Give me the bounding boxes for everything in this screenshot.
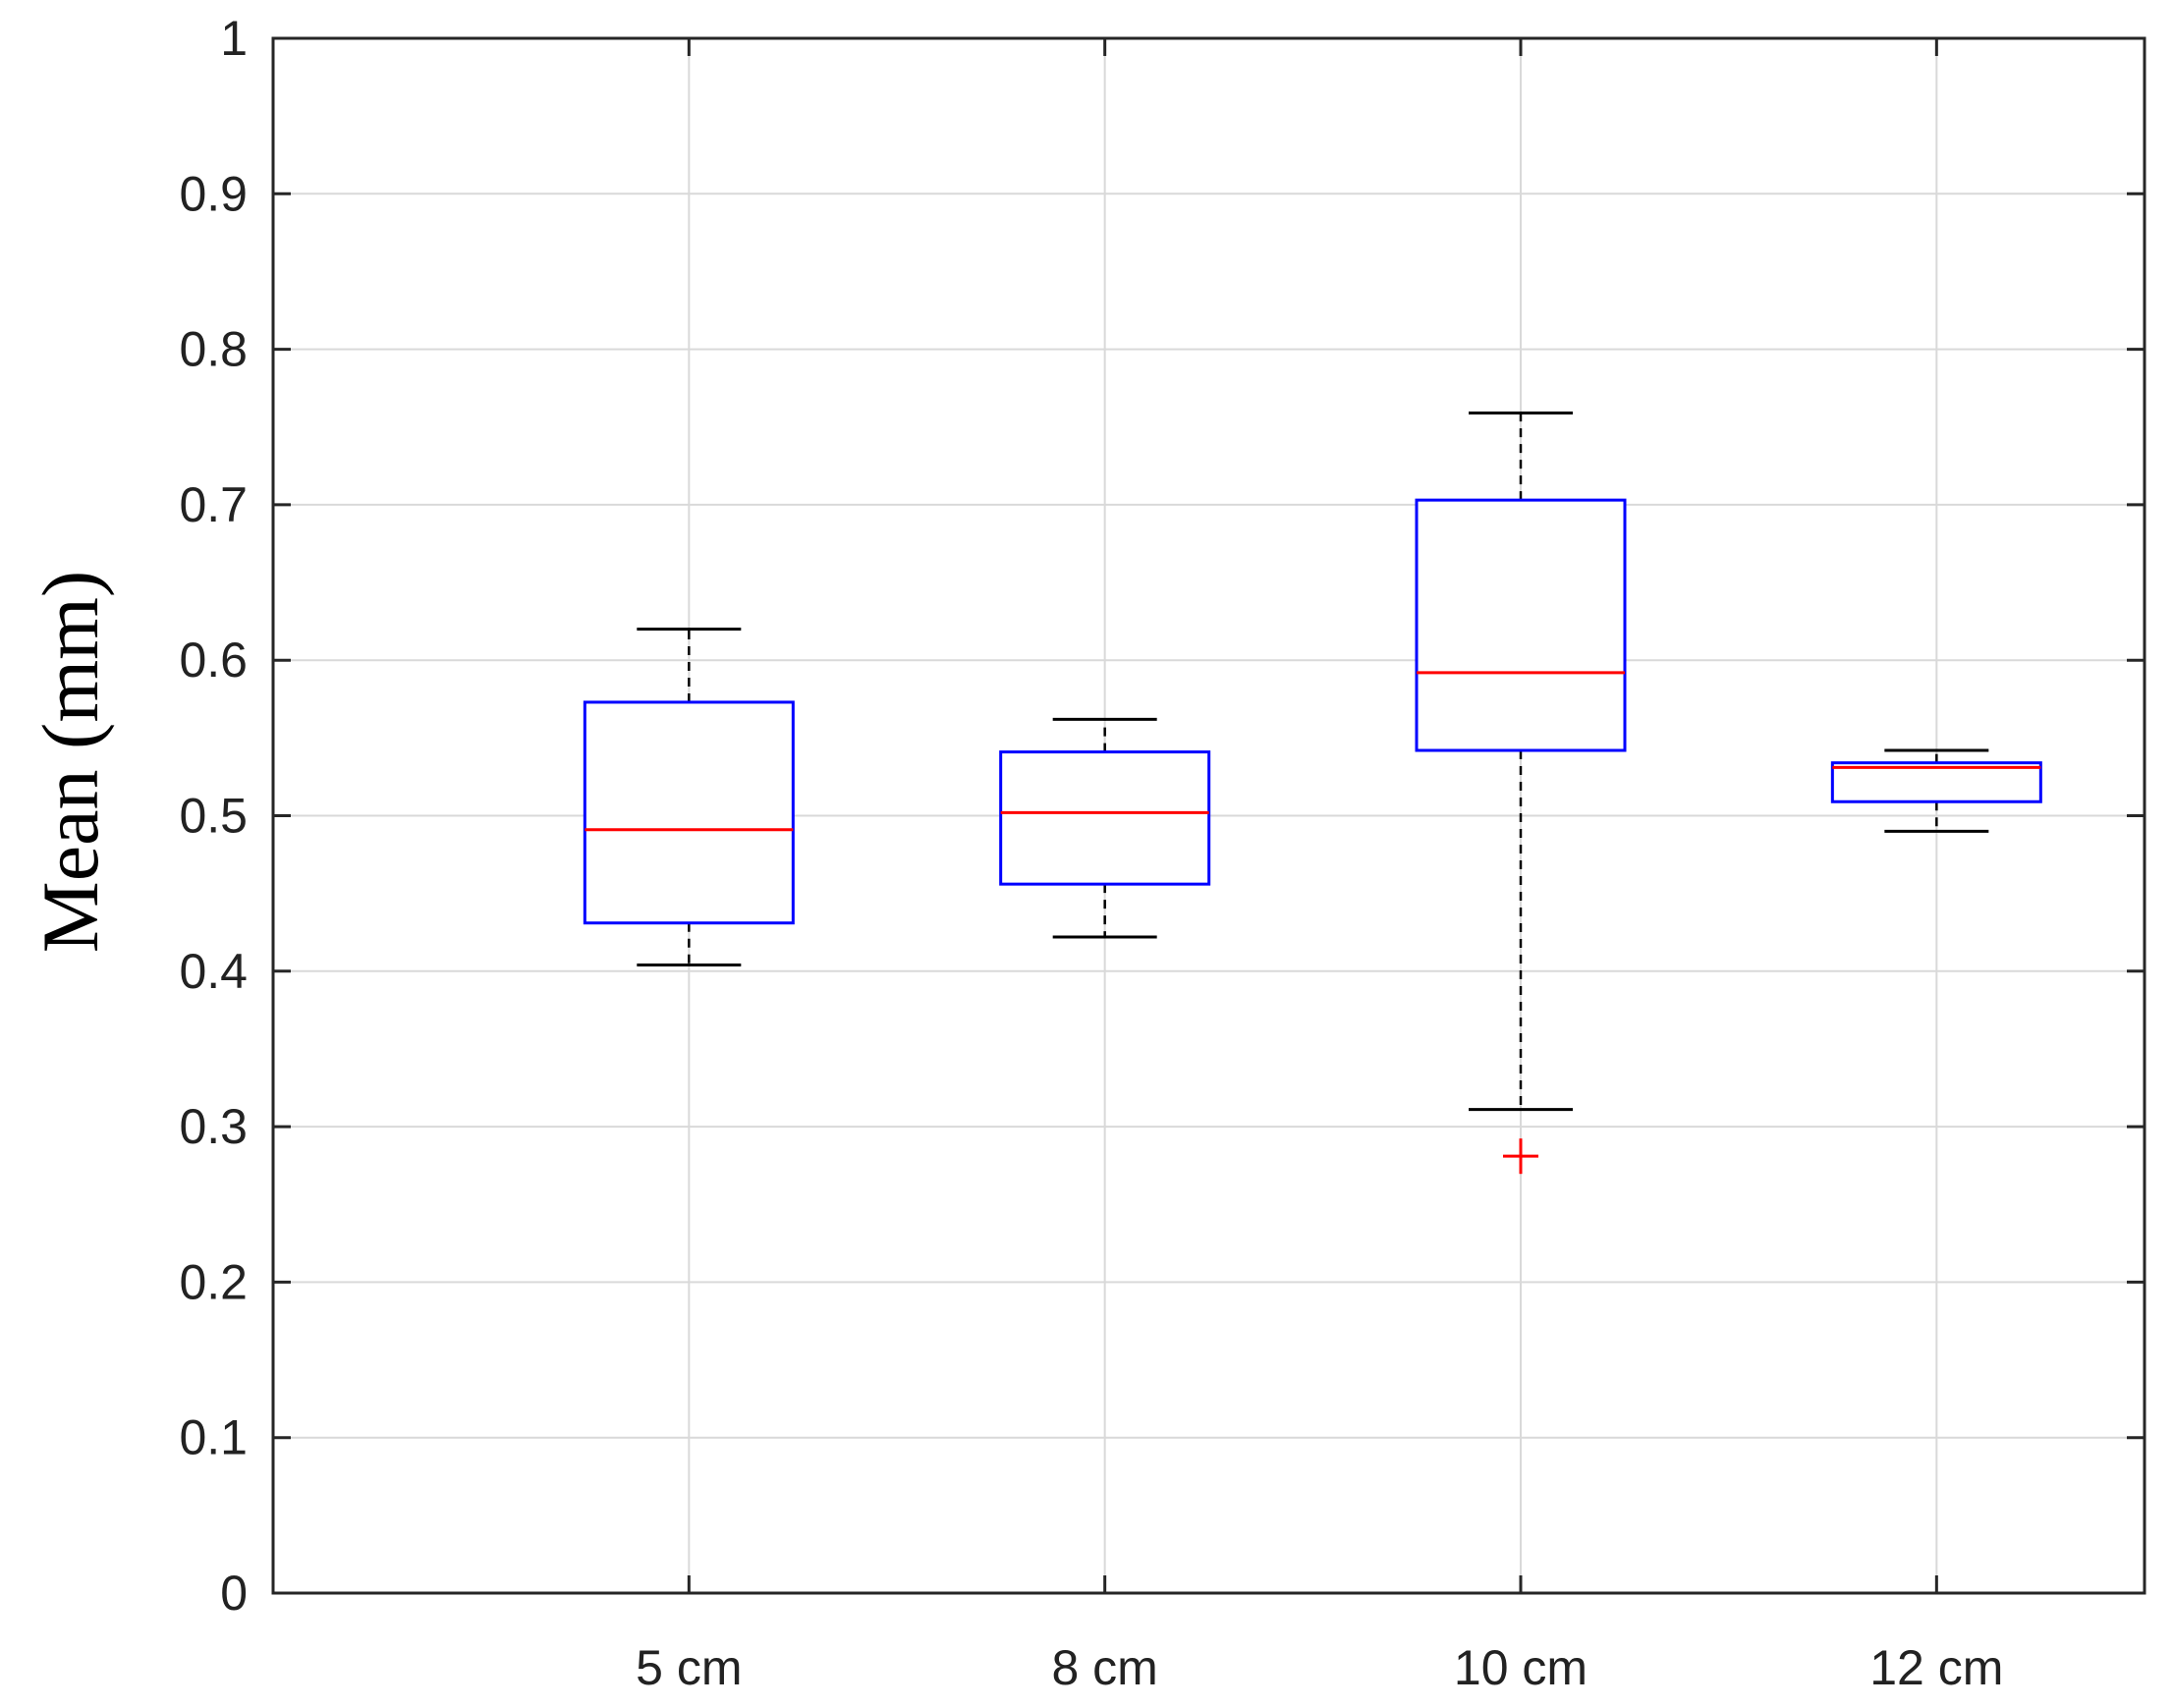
- ticks: [273, 36, 2145, 1595]
- y-tick-label: 1: [220, 11, 248, 66]
- y-tick-label: 0: [220, 1566, 248, 1621]
- y-tick-label: 0.2: [179, 1254, 248, 1309]
- y-tick-label: 0.6: [179, 633, 248, 688]
- y-tick-label: 0.3: [179, 1099, 248, 1154]
- x-tick-label: 5 cm: [636, 1640, 742, 1695]
- y-tick-label: 0.5: [179, 789, 248, 844]
- iqr-box: [1415, 498, 1627, 752]
- box-group: [1415, 412, 1627, 1175]
- y-axis-label: Mean (mm): [26, 571, 115, 953]
- y-tick-labels: 0 0.1 0.2 0.3 0.4 0.5 0.6 0.7 0.8 0.9 1: [179, 11, 248, 1621]
- x-tick-label: 10 cm: [1454, 1640, 1588, 1695]
- y-tick-label: 0.8: [179, 322, 248, 377]
- y-tick-label: 0.7: [179, 477, 248, 532]
- y-tick-label: 0.9: [179, 166, 248, 221]
- box-group: [583, 628, 795, 966]
- iqr-box: [1830, 761, 2042, 803]
- iqr-box: [999, 750, 1211, 886]
- x-tick-label: 8 cm: [1051, 1640, 1157, 1695]
- y-tick-label: 0.4: [179, 944, 248, 999]
- boxes: [583, 412, 2042, 1175]
- x-tick-label: 12 cm: [1869, 1640, 2003, 1695]
- y-tick-label: 0.1: [179, 1410, 248, 1465]
- x-tick-labels: 5 cm 8 cm 10 cm 12 cm: [636, 1640, 2003, 1695]
- box-group: [999, 717, 1211, 939]
- iqr-box: [583, 700, 795, 925]
- box-group: [1830, 748, 2042, 833]
